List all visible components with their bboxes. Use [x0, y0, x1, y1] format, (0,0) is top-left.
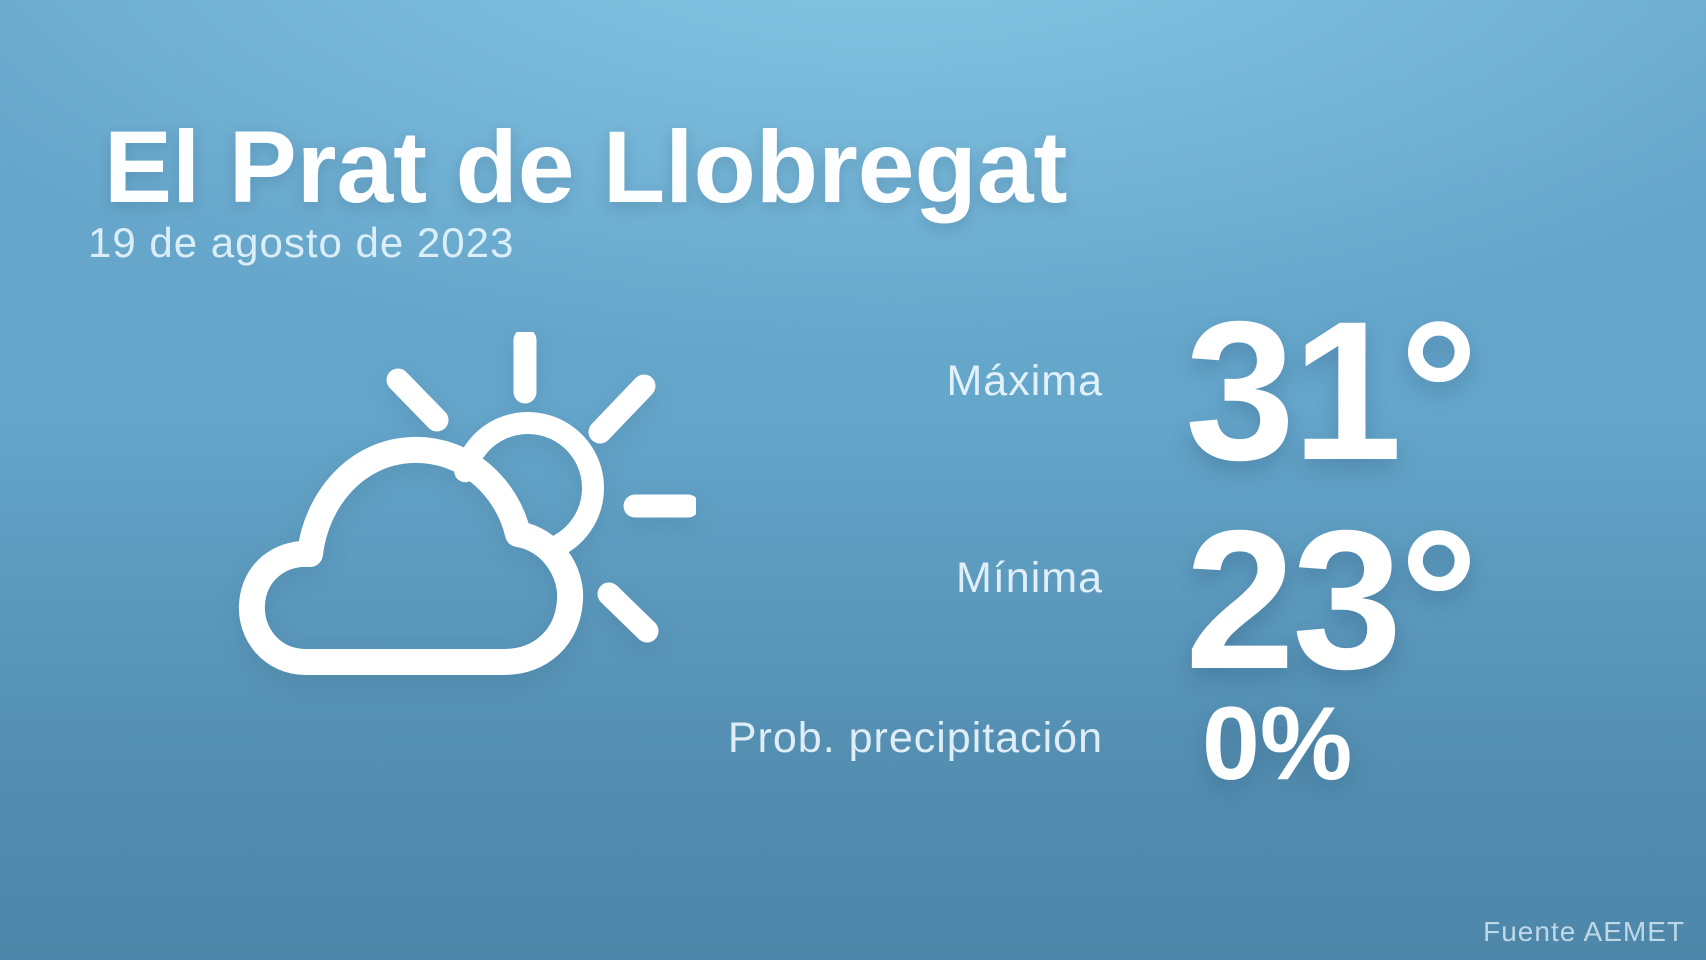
max-temp-label: Máxima — [946, 357, 1103, 405]
max-temp-value: 31° — [1185, 280, 1478, 501]
page-title: El Prat de Llobregat — [104, 110, 1068, 224]
min-temp-value: 23° — [1185, 489, 1478, 710]
sun-ray-top-right — [588, 374, 656, 444]
date-subtitle: 19 de agosto de 2023 — [88, 219, 515, 266]
sun-behind-cloud-icon — [238, 332, 696, 675]
source-attribution: Fuente AEMET — [1483, 916, 1685, 947]
sun-ray-top-left — [386, 368, 449, 432]
sun-icon — [454, 412, 604, 556]
min-temp-label: Mínima — [956, 554, 1103, 602]
precipitation-value: 0% — [1202, 686, 1353, 802]
cloud-icon — [238, 436, 584, 675]
sun-ray-bottom-right — [597, 582, 659, 643]
precipitation-label: Prob. precipitación — [727, 714, 1103, 762]
